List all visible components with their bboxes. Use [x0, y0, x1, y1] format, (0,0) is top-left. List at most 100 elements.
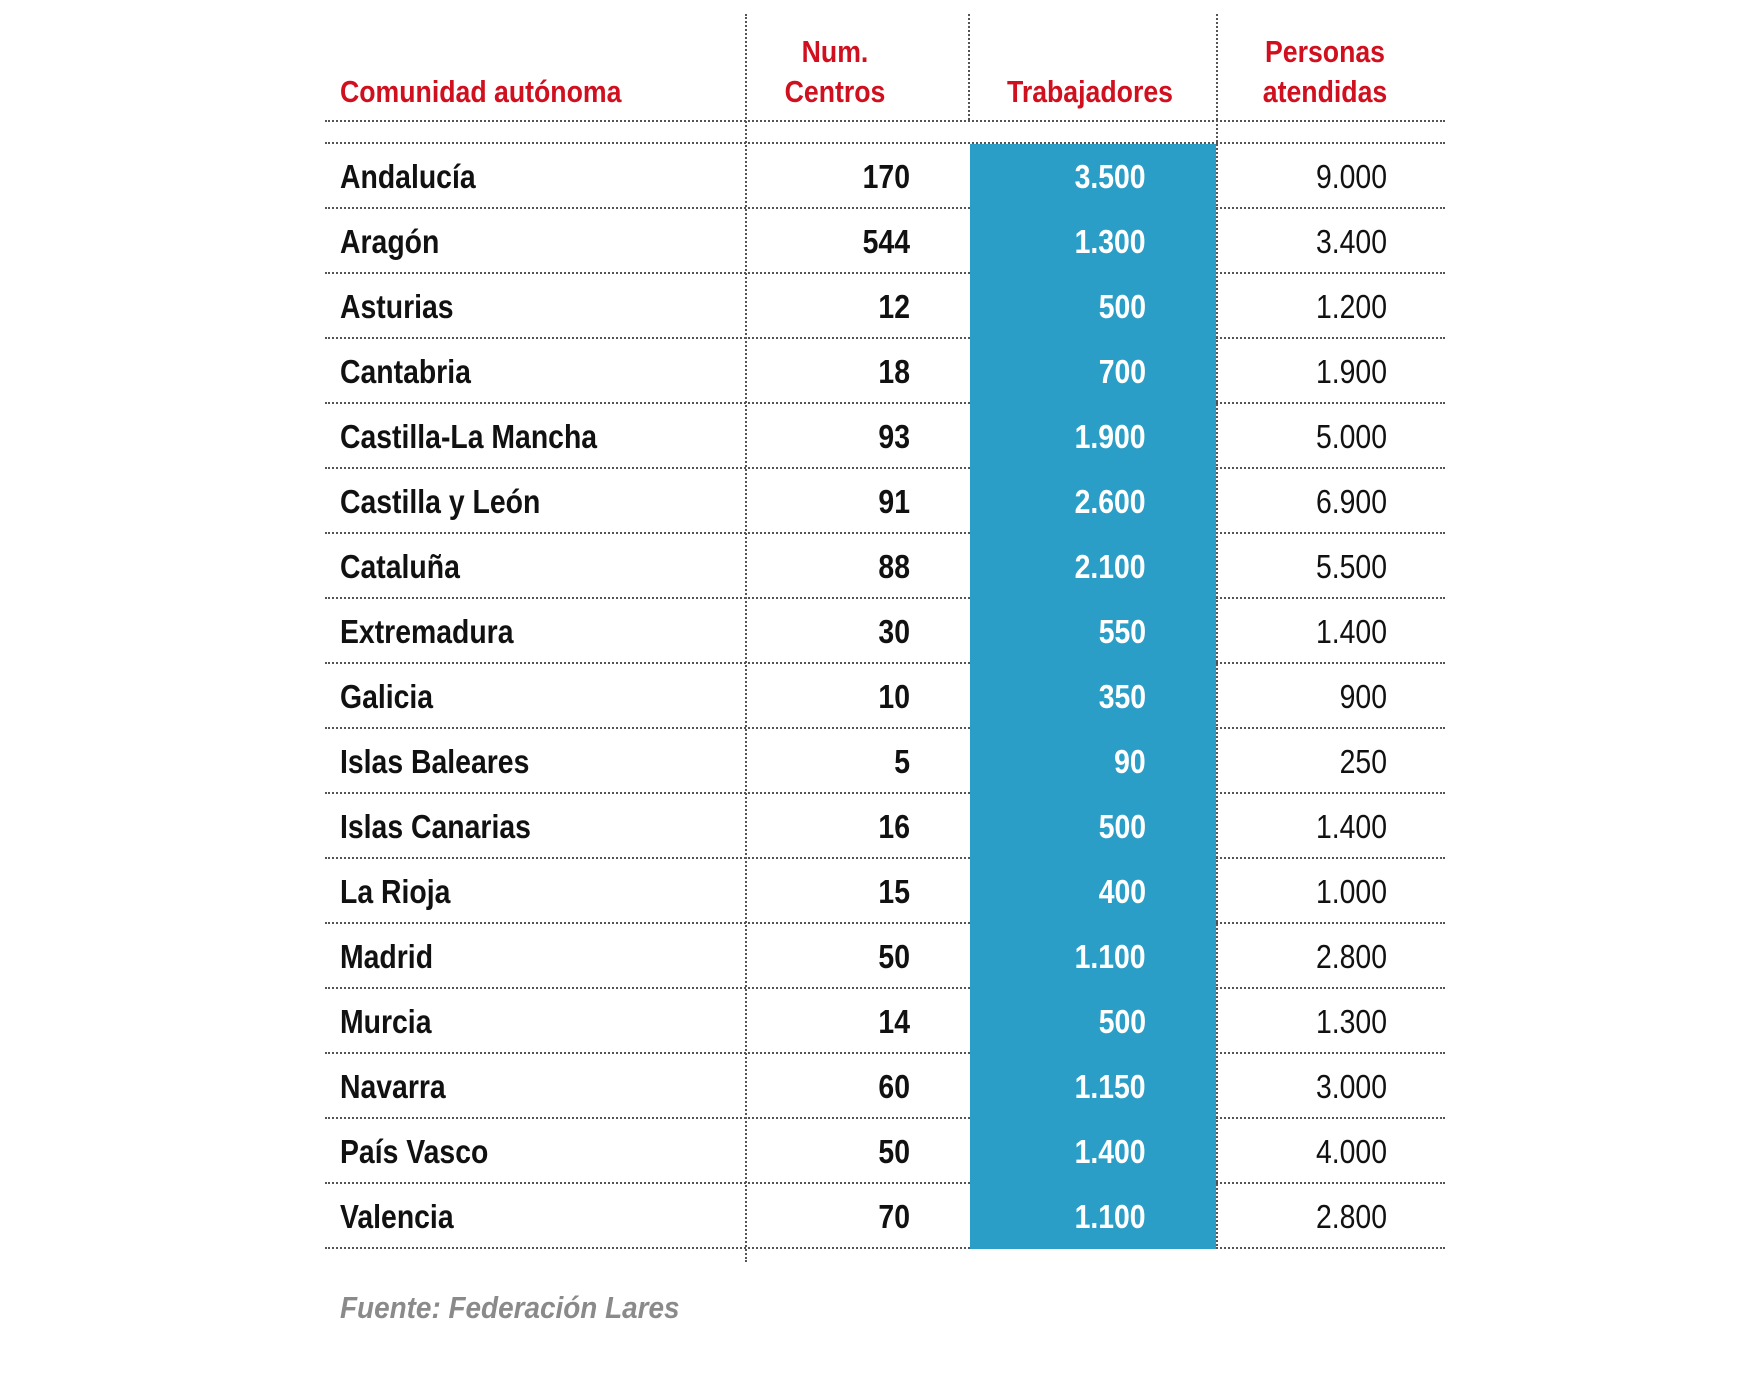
cell-trabajadores-value: 1.150 — [1074, 1068, 1146, 1105]
cell-region: Extremadura — [340, 613, 514, 650]
table-row: Islas Baleares 5 90 250 — [325, 729, 1445, 794]
cell-region: Cataluña — [340, 548, 460, 585]
cell-trabajadores: 1.150 — [970, 1054, 1216, 1119]
cell-trabajadores-value: 1.300 — [1074, 223, 1146, 260]
cell-trabajadores: 500 — [970, 794, 1216, 859]
cell-centros: 170 — [862, 158, 910, 195]
data-table: Comunidad autónoma Num. Centros Trabajad… — [325, 14, 1445, 1262]
cell-trabajadores-value: 2.100 — [1074, 548, 1146, 585]
cell-centros: 15 — [878, 873, 910, 910]
cell-trabajadores: 350 — [970, 664, 1216, 729]
cell-region: País Vasco — [340, 1133, 489, 1170]
cell-trabajadores: 550 — [970, 599, 1216, 664]
cell-region: Castilla-La Mancha — [340, 418, 598, 455]
cell-trabajadores: 500 — [970, 274, 1216, 339]
cell-personas: 5.500 — [1315, 548, 1387, 585]
cell-trabajadores-value: 500 — [1098, 808, 1146, 845]
cell-personas: 1.400 — [1315, 808, 1387, 845]
cell-personas: 6.900 — [1315, 483, 1387, 520]
cell-region: Valencia — [340, 1198, 454, 1235]
cell-trabajadores: 1.400 — [970, 1119, 1216, 1184]
cell-trabajadores-value: 1.400 — [1074, 1133, 1146, 1170]
table-row: País Vasco 50 1.400 4.000 — [325, 1119, 1445, 1184]
cell-centros: 30 — [878, 613, 910, 650]
header-centros-line1: Num. — [801, 34, 869, 69]
cell-trabajadores: 90 — [970, 729, 1216, 794]
header-region: Comunidad autónoma — [340, 74, 622, 109]
column-divider — [968, 14, 970, 120]
table-row: Madrid 50 1.100 2.800 — [325, 924, 1445, 989]
cell-trabajadores-value: 1.100 — [1074, 1198, 1146, 1235]
cell-trabajadores: 1.100 — [970, 924, 1216, 989]
cell-centros: 50 — [878, 938, 910, 975]
cell-personas: 2.800 — [1315, 938, 1387, 975]
cell-region: Galicia — [340, 678, 434, 715]
source-note: Fuente: Federación Lares — [340, 1290, 680, 1325]
cell-region: Islas Baleares — [340, 743, 530, 780]
cell-region: Murcia — [340, 1003, 432, 1040]
table-row: Cataluña 88 2.100 5.500 — [325, 534, 1445, 599]
table-row: Murcia 14 500 1.300 — [325, 989, 1445, 1054]
cell-centros: 93 — [878, 418, 910, 455]
table-row: Navarra 60 1.150 3.000 — [325, 1054, 1445, 1119]
table-header: Comunidad autónoma Num. Centros Trabajad… — [325, 14, 1445, 122]
cell-centros: 544 — [862, 223, 910, 260]
cell-trabajadores-value: 400 — [1098, 873, 1146, 910]
table-row: Aragón 544 1.300 3.400 — [325, 209, 1445, 274]
cell-trabajadores: 1.900 — [970, 404, 1216, 469]
cell-trabajadores: 700 — [970, 339, 1216, 404]
cell-trabajadores: 3.500 — [970, 144, 1216, 209]
cell-region: Madrid — [340, 938, 434, 975]
cell-centros: 16 — [878, 808, 910, 845]
cell-region: Navarra — [340, 1068, 446, 1105]
cell-personas: 9.000 — [1315, 158, 1387, 195]
cell-trabajadores-value: 3.500 — [1074, 158, 1146, 195]
cell-centros: 70 — [878, 1198, 910, 1235]
cell-trabajadores-value: 500 — [1098, 1003, 1146, 1040]
cell-region: Cantabria — [340, 353, 471, 390]
cell-trabajadores: 2.100 — [970, 534, 1216, 599]
cell-trabajadores: 2.600 — [970, 469, 1216, 534]
table-row: Extremadura 30 550 1.400 — [325, 599, 1445, 664]
cell-trabajadores: 400 — [970, 859, 1216, 924]
cell-trabajadores-value: 2.600 — [1074, 483, 1146, 520]
cell-region: Aragón — [340, 223, 440, 260]
cell-trabajadores-value: 350 — [1098, 678, 1146, 715]
header-personas-line2: atendidas — [1262, 74, 1388, 109]
cell-trabajadores-value: 90 — [1114, 743, 1146, 780]
cell-region: Castilla y León — [340, 483, 541, 520]
table-row: Andalucía 170 3.500 9.000 — [325, 144, 1445, 209]
cell-personas: 1.200 — [1315, 288, 1387, 325]
cell-personas: 1.000 — [1315, 873, 1387, 910]
cell-personas: 5.000 — [1315, 418, 1387, 455]
cell-region: Asturias — [340, 288, 454, 325]
column-divider — [1216, 14, 1218, 120]
table-body: Andalucía 170 3.500 9.000 Aragón 544 1.300 3.40… — [325, 124, 1445, 1249]
cell-centros: 18 — [878, 353, 910, 390]
cell-centros: 14 — [878, 1003, 910, 1040]
cell-trabajadores: 1.300 — [970, 209, 1216, 274]
cell-personas: 250 — [1339, 743, 1387, 780]
header-trabajadores: Trabajadores — [1007, 74, 1173, 109]
cell-trabajadores: 500 — [970, 989, 1216, 1054]
table-row: La Rioja 15 400 1.000 — [325, 859, 1445, 924]
cell-personas: 4.000 — [1315, 1133, 1387, 1170]
header-spacer — [325, 122, 1445, 144]
cell-trabajadores-value: 550 — [1098, 613, 1146, 650]
header-centros: Num. Centros — [766, 32, 904, 112]
cell-region: La Rioja — [340, 873, 451, 910]
table-row: Cantabria 18 700 1.900 — [325, 339, 1445, 404]
cell-personas: 2.800 — [1315, 1198, 1387, 1235]
cell-personas: 3.400 — [1315, 223, 1387, 260]
table-row: Asturias 12 500 1.200 — [325, 274, 1445, 339]
cell-personas: 1.400 — [1315, 613, 1387, 650]
header-personas: Personas atendidas — [1222, 32, 1428, 112]
table-row: Valencia 70 1.100 2.800 — [325, 1184, 1445, 1249]
cell-trabajadores-value: 500 — [1098, 288, 1146, 325]
cell-region: Andalucía — [340, 158, 476, 195]
table-row: Islas Canarias 16 500 1.400 — [325, 794, 1445, 859]
header-centros-line2: Centros — [784, 74, 886, 109]
cell-centros: 88 — [878, 548, 910, 585]
cell-centros: 60 — [878, 1068, 910, 1105]
table-row: Castilla-La Mancha 93 1.900 5.000 — [325, 404, 1445, 469]
